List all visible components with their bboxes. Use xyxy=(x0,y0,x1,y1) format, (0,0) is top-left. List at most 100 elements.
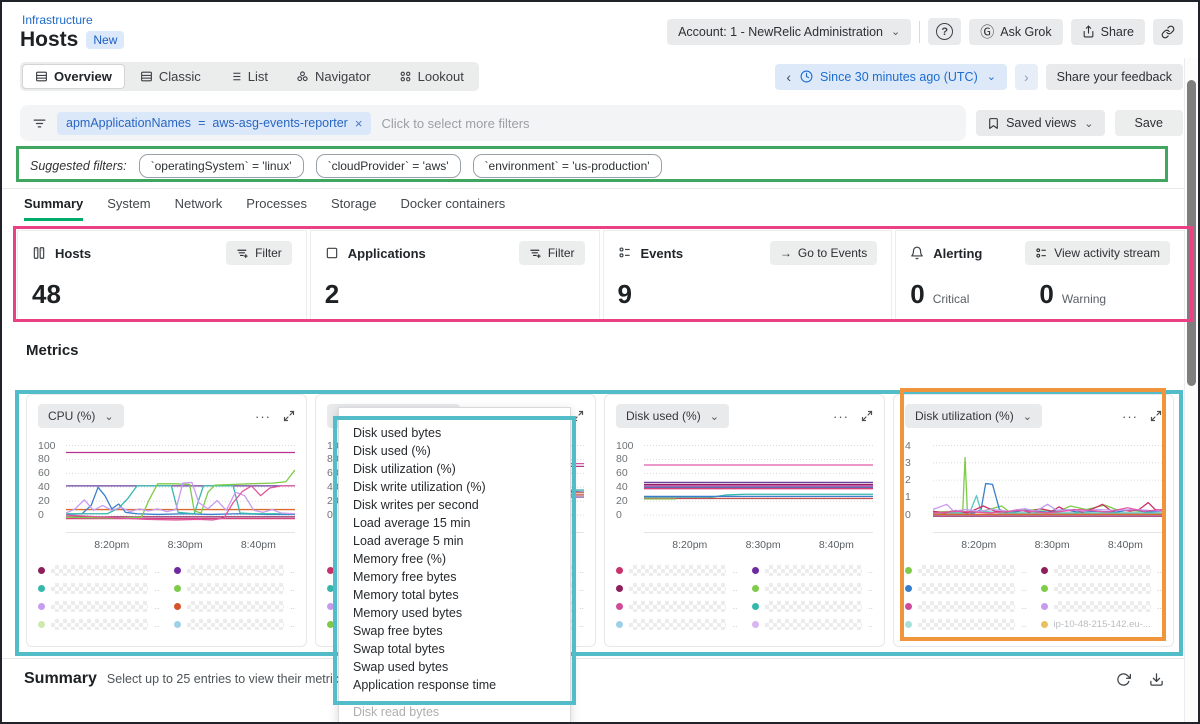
legend-item[interactable]: .. xyxy=(1040,580,1162,596)
expand-icon[interactable] xyxy=(1150,410,1162,422)
breadcrumb-infrastructure[interactable]: Infrastructure xyxy=(22,13,93,27)
legend-item[interactable]: .. xyxy=(751,616,873,632)
time-picker[interactable]: ‹ Since 30 minutes ago (UTC) ⌄ xyxy=(775,63,1007,90)
subtab-system[interactable]: System xyxy=(107,196,151,211)
legend-label-redacted xyxy=(186,582,284,594)
legend-dot xyxy=(905,620,912,628)
dropdown-item[interactable]: Disk utilization (%) xyxy=(353,462,456,476)
save-button[interactable]: Save xyxy=(1114,110,1183,136)
dropdown-item[interactable]: Swap total bytes xyxy=(353,642,445,656)
download-icon[interactable] xyxy=(1149,672,1164,687)
metric-selector-disk-utilization[interactable]: Disk utilization (%) ⌄ xyxy=(905,404,1042,428)
go-to-events-button[interactable]: → Go to Events xyxy=(769,241,878,265)
refresh-icon[interactable] xyxy=(1116,672,1131,687)
filter-input[interactable]: apmApplicationNames = aws-asg-events-rep… xyxy=(20,105,967,141)
ask-grok-button[interactable]: Ⓖ Ask Grok xyxy=(969,18,1063,45)
disk-used-chart-x-axis: 8:20pm 8:30pm 8:40pm xyxy=(644,532,873,554)
subtab-network[interactable]: Network xyxy=(174,196,223,211)
legend-item[interactable]: .. xyxy=(751,562,873,578)
view-activity-stream-button[interactable]: View activity stream xyxy=(1025,241,1170,265)
suggested-filter-env[interactable]: `environment` = 'us-production' xyxy=(472,154,662,178)
tab-lookout[interactable]: Lookout xyxy=(386,64,477,89)
view-switcher: Overview Classic List Navigator Lookout xyxy=(20,62,479,91)
legend-item[interactable]: .. xyxy=(173,562,295,578)
legend-item[interactable]: .. xyxy=(616,616,738,632)
scrollbar-track[interactable] xyxy=(1184,58,1198,722)
legend-item[interactable]: .. xyxy=(751,598,873,614)
dropdown-item[interactable]: Memory total bytes xyxy=(353,588,459,602)
x-tick-label: 8:20pm xyxy=(94,539,130,551)
suggested-filter-cloud[interactable]: `cloudProvider` = 'aws' xyxy=(315,154,461,178)
legend-item[interactable]: .. xyxy=(616,598,738,614)
help-button[interactable]: ? xyxy=(928,18,962,45)
legend-item[interactable]: .. xyxy=(38,616,160,632)
dropdown-item[interactable]: Memory free (%) xyxy=(353,552,447,566)
copy-link-button[interactable] xyxy=(1153,18,1183,45)
legend-item[interactable]: .. xyxy=(905,616,1027,632)
expand-icon[interactable] xyxy=(861,410,873,422)
dropdown-item-partial[interactable]: Disk read bytes xyxy=(353,705,440,719)
share-button[interactable]: Share xyxy=(1070,18,1145,45)
legend-item[interactable]: ip-10-48-215-142.eu-... xyxy=(1040,616,1163,632)
time-forward-button[interactable]: › xyxy=(1014,63,1038,90)
dropdown-item[interactable]: Application response time xyxy=(353,678,497,692)
legend-dot xyxy=(173,602,181,610)
filter-chip[interactable]: apmApplicationNames = aws-asg-events-rep… xyxy=(57,111,372,135)
more-options-icon[interactable]: ··· xyxy=(1122,408,1138,424)
legend-dot xyxy=(616,566,623,574)
tab-classic[interactable]: Classic xyxy=(127,64,214,89)
expand-icon[interactable] xyxy=(572,410,584,422)
dropdown-item[interactable]: Swap free bytes xyxy=(353,624,443,638)
legend-item[interactable]: .. xyxy=(38,598,160,614)
y-tick-label: 100 xyxy=(38,439,56,452)
account-selector[interactable]: Account: 1 - NewRelic Administration ⌄ xyxy=(667,18,912,45)
subtab-processes[interactable]: Processes xyxy=(246,196,307,211)
legend-item[interactable]: .. xyxy=(616,562,738,578)
tab-navigator[interactable]: Navigator xyxy=(283,64,384,89)
legend-item[interactable]: .. xyxy=(1040,562,1162,578)
disk-utilization-chart-x-axis: 8:20pm 8:30pm 8:40pm xyxy=(933,532,1162,554)
subtab-docker[interactable]: Docker containers xyxy=(400,196,506,211)
subtab-storage[interactable]: Storage xyxy=(330,196,377,211)
legend-item[interactable]: .. xyxy=(38,580,160,596)
legend-item[interactable]: .. xyxy=(905,580,1027,596)
scrollbar-thumb[interactable] xyxy=(1187,80,1196,386)
dropdown-item[interactable]: Disk writes per second xyxy=(353,498,479,512)
dropdown-item[interactable]: Swap used bytes xyxy=(353,660,449,674)
suggested-filter-os[interactable]: `operatingSystem` = 'linux' xyxy=(138,154,304,178)
applications-filter-button[interactable]: Filter xyxy=(518,241,585,265)
legend-label-redacted xyxy=(918,600,1016,612)
dropdown-item[interactable]: Disk used (%) xyxy=(353,444,431,458)
legend-item[interactable]: .. xyxy=(173,580,295,596)
legend-item[interactable]: .. xyxy=(751,580,873,596)
chevron-down-icon: ⌄ xyxy=(1022,410,1032,423)
dropdown-item[interactable]: Load average 5 min xyxy=(353,534,464,548)
chevron-left-icon[interactable]: ‹ xyxy=(786,68,792,85)
remove-filter-icon[interactable]: × xyxy=(354,115,363,131)
metric-card-cpu: CPU (%) ⌄ ··· 100 80 60 40 20 0 8:20pm 8:30pm 8:… xyxy=(26,394,307,647)
dropdown-item[interactable]: Memory used bytes xyxy=(353,606,463,620)
hosts-filter-button[interactable]: Filter xyxy=(226,241,292,265)
feedback-button[interactable]: Share your feedback xyxy=(1045,63,1183,90)
saved-views-button[interactable]: Saved views ⌄ xyxy=(976,110,1105,136)
dropdown-item[interactable]: Memory free bytes xyxy=(353,570,457,584)
metric-selector-disk-used[interactable]: Disk used (%) ⌄ xyxy=(616,404,729,428)
legend-item[interactable]: .. xyxy=(38,562,160,578)
dropdown-item[interactable]: Load average 15 min xyxy=(353,516,471,530)
legend-item[interactable]: .. xyxy=(905,598,1027,614)
tab-list[interactable]: List xyxy=(216,64,281,89)
more-options-icon[interactable]: ··· xyxy=(833,408,849,424)
legend-item[interactable]: .. xyxy=(173,598,295,614)
more-options-icon[interactable]: ··· xyxy=(255,408,271,424)
legend-item[interactable]: .. xyxy=(173,616,295,632)
tab-overview[interactable]: Overview xyxy=(22,64,125,89)
subtab-summary[interactable]: Summary xyxy=(24,196,84,221)
expand-icon[interactable] xyxy=(283,410,295,422)
dropdown-item[interactable]: Disk write utilization (%) xyxy=(353,480,486,494)
legend-item[interactable]: .. xyxy=(1040,598,1162,614)
metric-selector-cpu[interactable]: CPU (%) ⌄ xyxy=(38,404,124,428)
dropdown-item[interactable]: Disk used bytes xyxy=(353,426,442,440)
y-tick-label: 0 xyxy=(327,509,333,522)
legend-item[interactable]: .. xyxy=(905,562,1027,578)
legend-item[interactable]: .. xyxy=(616,580,738,596)
